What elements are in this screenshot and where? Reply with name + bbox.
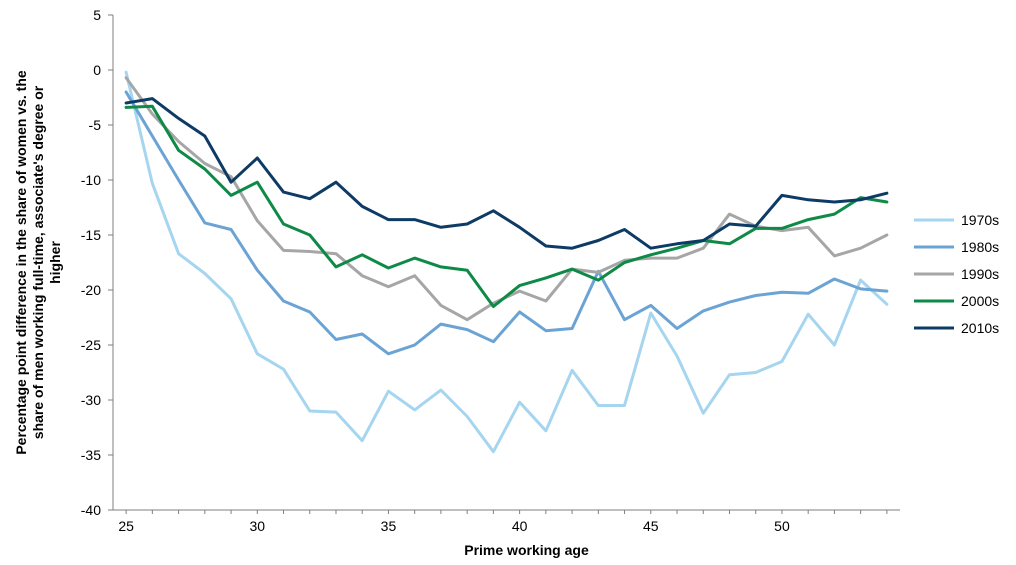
series-line-1970s	[124, 70, 889, 454]
y-tick-label: -15	[81, 227, 101, 243]
legend-label: 1980s	[961, 239, 999, 255]
x-axis-ticks: 25 30 35 40 45 50	[118, 510, 888, 534]
y-tick-label: -40	[81, 502, 101, 518]
y-axis-title-line: Percentage point difference in the share…	[13, 70, 29, 455]
y-tick-label: -10	[81, 172, 101, 188]
axes: 50-5-10-15-20-25-30-35-40 25 30 35 40 45 50	[81, 7, 900, 534]
y-axis-title-line: higher	[47, 241, 63, 284]
series-line-1990s	[124, 76, 889, 322]
y-tick-label: -30	[81, 392, 101, 408]
series-lines	[124, 70, 889, 454]
legend: 1970s 1980s 1990s 2000s 2010s	[914, 212, 999, 336]
x-tick-label: 25	[118, 518, 134, 534]
x-tick-label: 30	[249, 518, 265, 534]
y-tick-label: -20	[81, 282, 101, 298]
x-tick-label: 45	[643, 518, 659, 534]
y-axis-ticks: 5 0 -5 -10 -15 -20 -25 -30 -35 -40	[81, 7, 113, 518]
y-axis-title-line: share of men working full-time, associat…	[30, 85, 46, 439]
x-tick-label: 40	[512, 518, 528, 534]
x-axis-title: Prime working age	[464, 542, 589, 558]
y-tick-label: 5	[93, 7, 101, 23]
legend-label: 1970s	[961, 212, 999, 228]
series-line-2000s	[124, 104, 889, 308]
legend-label: 2000s	[961, 293, 999, 309]
x-tick-label: 50	[774, 518, 790, 534]
series-line-1980s	[124, 90, 889, 356]
y-tick-label: -25	[81, 337, 101, 353]
y-tick-label: 0	[93, 62, 101, 78]
series-line-2010s	[124, 97, 889, 250]
y-tick-label: -35	[81, 447, 101, 463]
legend-label: 1990s	[961, 266, 999, 282]
legend-label: 2010s	[961, 320, 999, 336]
y-axis-title: Percentage point difference in the share…	[13, 70, 63, 455]
x-tick-label: 35	[381, 518, 397, 534]
y-tick-label: -5	[89, 117, 102, 133]
